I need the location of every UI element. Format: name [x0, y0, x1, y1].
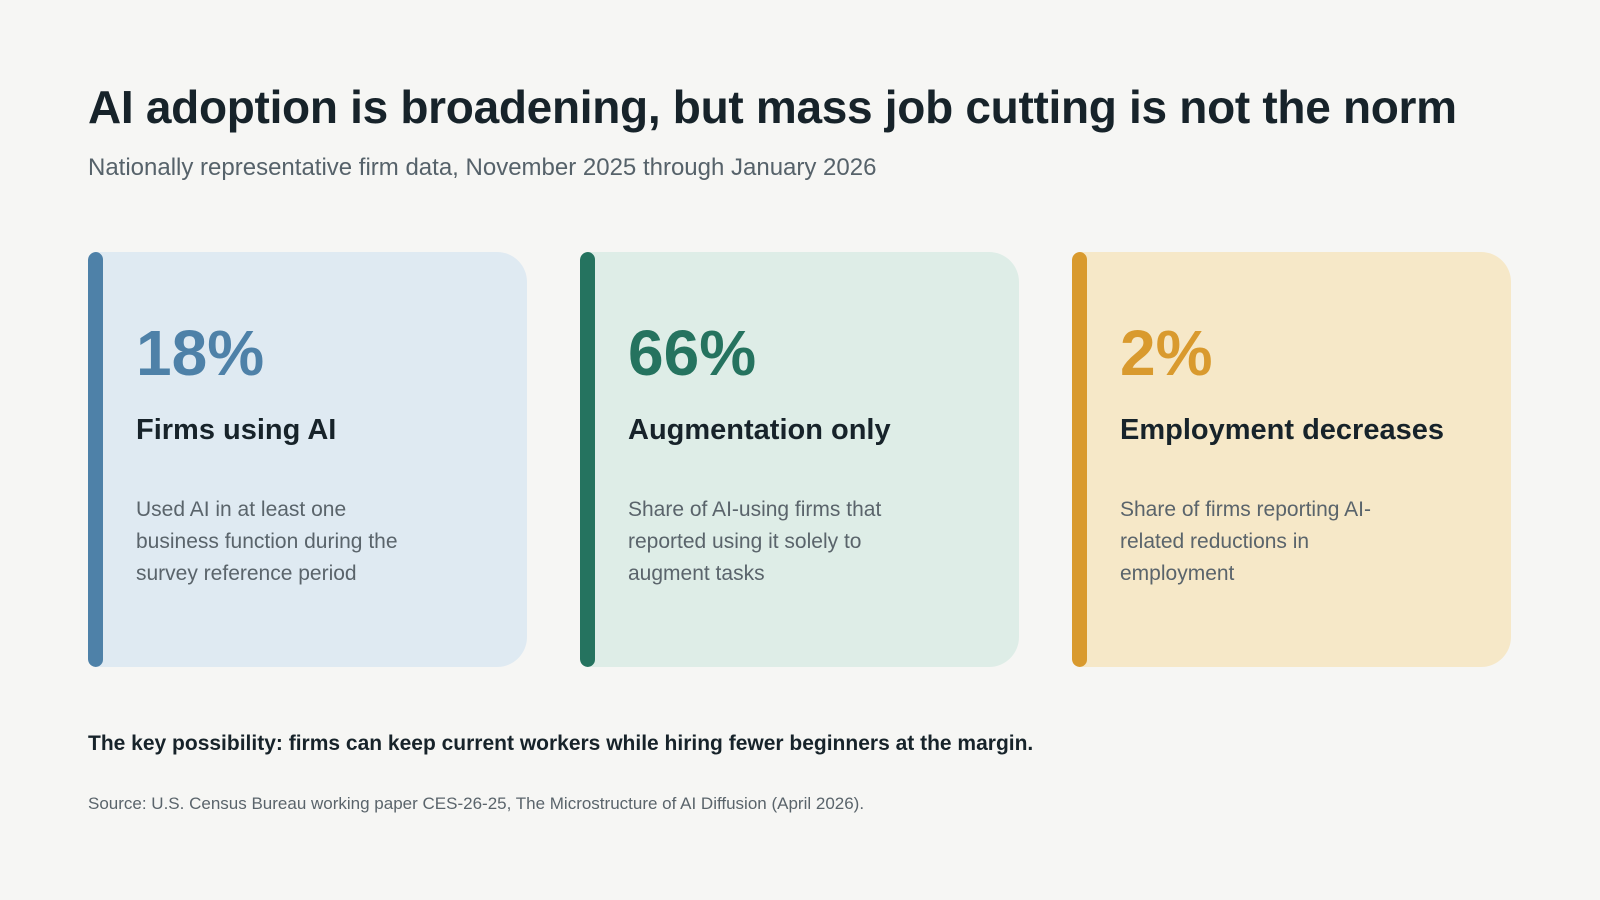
stat-description: Share of firms reporting AI-related redu… [1120, 498, 1371, 585]
stat-description: Used AI in at least one business functio… [136, 498, 398, 585]
stat-description: Share of AI-using firms that reported us… [628, 498, 882, 585]
stat-card: 2% Employment decreases Share of firms rep… [1072, 252, 1511, 667]
stat-card: 66% Augmentation only Share of AI-using fi… [580, 252, 1019, 667]
stat-value: 18% [136, 317, 265, 389]
accent-bar [580, 252, 595, 667]
stat-value: 66% [628, 317, 757, 389]
stat-label: Firms using AI [136, 414, 337, 446]
subtitle: Nationally representative firm data, Nov… [88, 154, 877, 181]
accent-bar [1072, 252, 1087, 667]
stat-card: 18% Firms using AI Used AI in at least one… [88, 252, 527, 667]
title: AI adoption is broadening, but mass job … [88, 81, 1457, 133]
stat-label: Augmentation only [628, 414, 891, 446]
card-row: 18% Firms using AI Used AI in at least one… [88, 252, 1512, 667]
stat-label: Employment decreases [1120, 414, 1444, 446]
source-note: Source: U.S. Census Bureau working paper… [88, 794, 865, 813]
accent-bar [88, 252, 103, 667]
takeaway: The key possibility: firms can keep curr… [88, 732, 1034, 755]
stat-value: 2% [1120, 317, 1213, 389]
